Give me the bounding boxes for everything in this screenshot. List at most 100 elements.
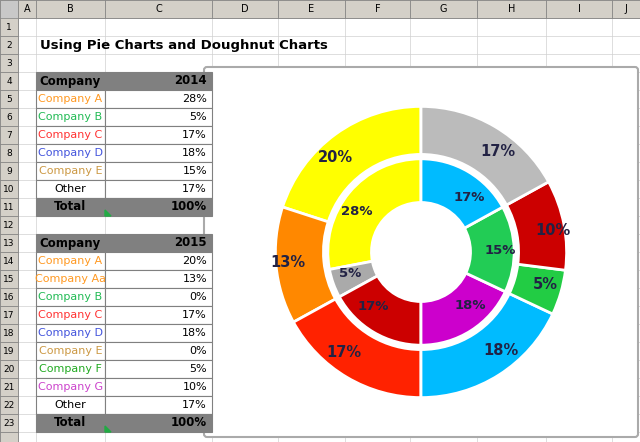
Text: Company B: Company B <box>38 292 102 302</box>
Text: 18: 18 <box>3 328 15 338</box>
Bar <box>612 0 640 18</box>
Text: Company A: Company A <box>38 256 102 266</box>
Text: 14: 14 <box>3 256 15 266</box>
Text: Company C: Company C <box>38 310 102 320</box>
Bar <box>105 198 212 216</box>
Bar <box>36 180 105 198</box>
Text: 8: 8 <box>6 149 12 157</box>
Text: 7: 7 <box>6 130 12 140</box>
Bar <box>0 252 18 270</box>
Bar <box>0 180 18 198</box>
Text: E: E <box>308 4 315 14</box>
Text: 100%: 100% <box>171 416 207 430</box>
Text: 13: 13 <box>3 239 15 248</box>
Text: Company D: Company D <box>38 328 103 338</box>
Text: 9: 9 <box>6 167 12 175</box>
Bar <box>105 144 212 162</box>
Text: 12: 12 <box>3 221 15 229</box>
Text: Using Pie Charts and Doughnut Charts: Using Pie Charts and Doughnut Charts <box>40 38 328 52</box>
Bar <box>105 378 212 396</box>
Bar <box>278 0 345 18</box>
Bar <box>36 342 105 360</box>
Bar <box>105 414 212 432</box>
Bar <box>36 306 105 324</box>
Text: 20%: 20% <box>317 150 353 165</box>
Text: 5%: 5% <box>189 112 207 122</box>
Text: Company A: Company A <box>38 94 102 104</box>
Bar <box>105 252 212 270</box>
Bar <box>410 0 477 18</box>
Wedge shape <box>421 293 553 398</box>
Bar <box>105 180 212 198</box>
Wedge shape <box>330 261 378 297</box>
Text: Company C: Company C <box>38 130 102 140</box>
Text: 18%: 18% <box>483 343 518 358</box>
Bar <box>36 414 105 432</box>
Bar <box>105 126 212 144</box>
Text: A: A <box>24 4 30 14</box>
Text: 10%: 10% <box>182 382 207 392</box>
Text: 20: 20 <box>3 365 15 373</box>
Text: 20%: 20% <box>182 256 207 266</box>
Text: 10: 10 <box>3 184 15 194</box>
Bar <box>36 144 105 162</box>
Wedge shape <box>421 273 506 345</box>
Text: D: D <box>241 4 249 14</box>
Text: 2014: 2014 <box>174 75 207 88</box>
Bar <box>0 396 18 414</box>
Text: 16: 16 <box>3 293 15 301</box>
Bar <box>105 234 212 252</box>
Bar <box>345 0 410 18</box>
Text: Total: Total <box>54 416 86 430</box>
Bar <box>105 360 212 378</box>
Bar <box>36 72 105 90</box>
Text: Other: Other <box>54 400 86 410</box>
Text: Company F: Company F <box>39 364 102 374</box>
Text: 17%: 17% <box>480 144 515 159</box>
Text: 0%: 0% <box>189 346 207 356</box>
Bar <box>36 198 105 216</box>
Text: B: B <box>67 4 74 14</box>
Polygon shape <box>105 210 111 216</box>
Bar <box>0 288 18 306</box>
Text: 18%: 18% <box>182 148 207 158</box>
Text: Company B: Company B <box>38 112 102 122</box>
Bar <box>0 378 18 396</box>
Bar <box>105 396 212 414</box>
Bar <box>477 0 546 18</box>
Text: 17: 17 <box>3 310 15 320</box>
FancyBboxPatch shape <box>204 67 638 437</box>
Text: 17%: 17% <box>182 400 207 410</box>
Text: 17%: 17% <box>326 345 362 360</box>
Bar <box>0 306 18 324</box>
Bar <box>36 234 105 252</box>
Polygon shape <box>105 426 111 432</box>
Text: 3: 3 <box>6 58 12 68</box>
Bar <box>105 108 212 126</box>
Bar <box>105 162 212 180</box>
Bar <box>0 324 18 342</box>
Bar <box>0 54 18 72</box>
Bar <box>36 270 105 288</box>
Bar <box>105 72 212 90</box>
Wedge shape <box>509 264 566 314</box>
Wedge shape <box>421 107 548 205</box>
Text: 22: 22 <box>3 400 15 409</box>
Bar <box>0 432 18 442</box>
Bar <box>36 0 105 18</box>
Text: 11: 11 <box>3 202 15 212</box>
Bar <box>0 90 18 108</box>
Wedge shape <box>506 182 566 270</box>
Bar <box>0 198 18 216</box>
Bar <box>0 0 640 18</box>
Text: Company: Company <box>40 236 101 249</box>
Bar <box>36 162 105 180</box>
Text: 28%: 28% <box>182 94 207 104</box>
Text: 4: 4 <box>6 76 12 85</box>
Text: I: I <box>577 4 580 14</box>
Bar <box>105 288 212 306</box>
Text: 15%: 15% <box>484 244 516 256</box>
Text: 1: 1 <box>6 23 12 31</box>
Wedge shape <box>275 207 335 322</box>
Text: Company D: Company D <box>38 148 103 158</box>
